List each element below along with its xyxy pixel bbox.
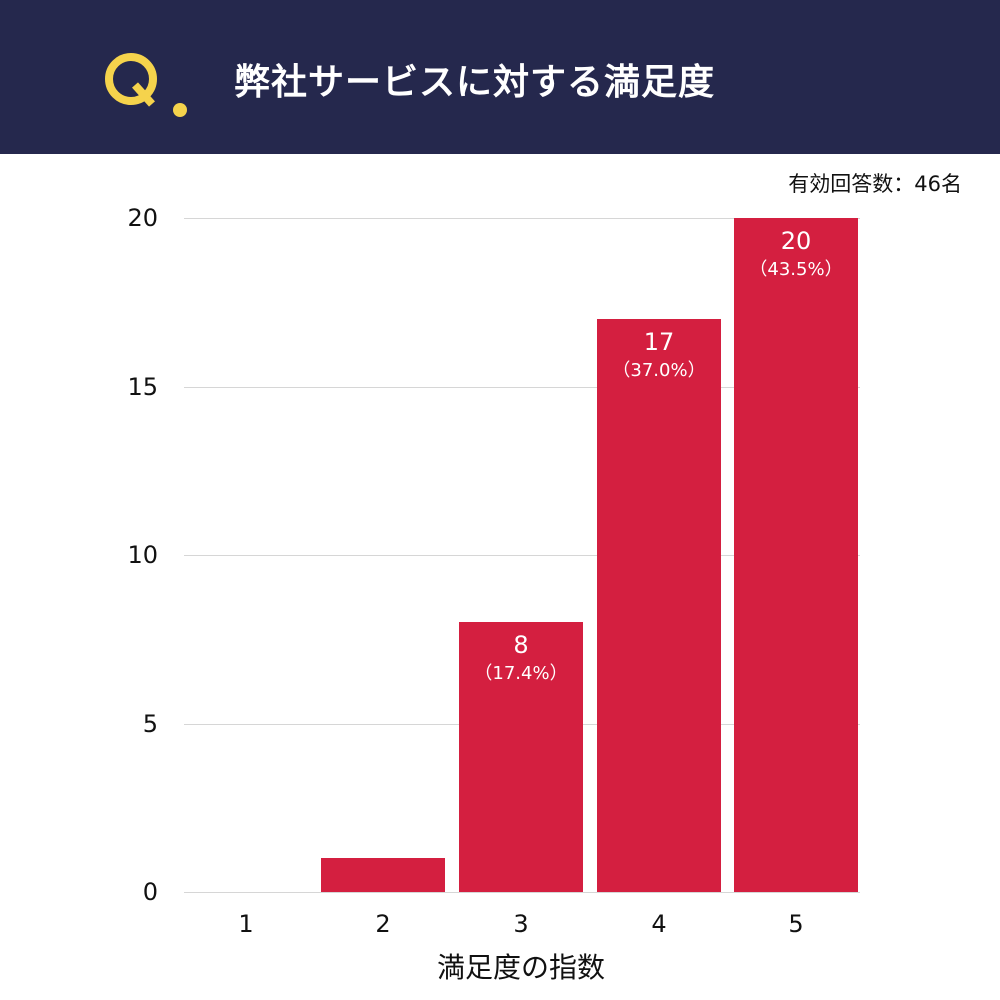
x-tick-label: 5 <box>788 910 804 938</box>
chart-title: 弊社サービスに対する満足度 <box>234 62 716 103</box>
q-icon <box>105 53 157 107</box>
y-tick-label: 5 <box>142 709 158 738</box>
bar-2 <box>321 858 445 892</box>
bar-5: 20 （43.5%） <box>734 218 858 892</box>
header-banner: 弊社サービスに対する満足度 <box>0 0 1000 154</box>
bar-3: 8 （17.4%） <box>459 622 583 892</box>
x-tick-label: 3 <box>513 910 529 938</box>
x-axis-label: 満足度の指数 <box>436 951 605 984</box>
x-tick-label: 2 <box>375 910 391 938</box>
gridline <box>184 555 860 556</box>
y-tick-label: 10 <box>127 541 158 569</box>
bar-value-label: 20 <box>780 227 812 255</box>
respondent-count: 有効回答数：46名 <box>788 172 962 196</box>
bar-value-label: 8 <box>513 631 529 660</box>
gridline <box>184 386 860 388</box>
x-tick-label: 1 <box>238 910 254 938</box>
bar-percent-label: （37.0%） <box>612 360 706 382</box>
gridline <box>184 218 860 219</box>
y-tick-label: 20 <box>127 204 158 232</box>
bar-value-label: 17 <box>643 328 675 357</box>
y-tick-label: 0 <box>142 878 158 906</box>
bar-percent-label: （17.4%） <box>474 663 568 685</box>
bar-percent-label: （43.5%） <box>749 259 843 280</box>
q-dot-icon <box>173 103 187 117</box>
x-tick-label: 4 <box>651 910 667 938</box>
y-tick-label: 15 <box>127 372 158 401</box>
gridline <box>184 892 860 893</box>
bar-4: 17 （37.0%） <box>597 319 721 892</box>
